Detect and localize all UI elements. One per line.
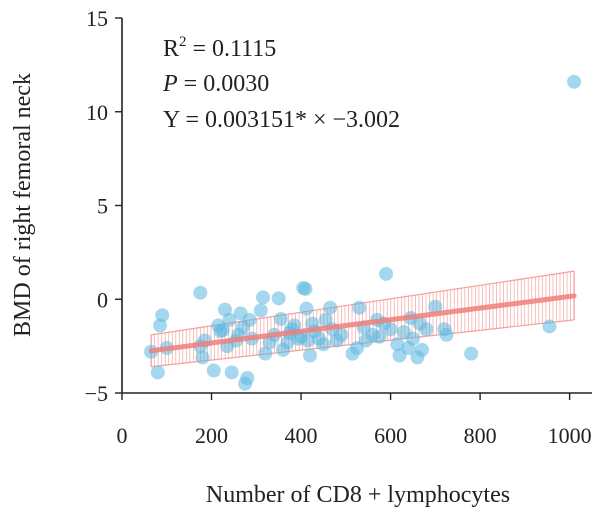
regression-equation: Y = 0.003151* × −3.002	[163, 107, 400, 133]
data-point	[352, 300, 367, 315]
x-tick-label: 800	[464, 423, 497, 448]
y-tick-label: 5	[97, 194, 108, 219]
data-point	[222, 312, 237, 327]
data-point	[240, 371, 255, 385]
data-point	[439, 327, 454, 342]
x-axis-title: Number of CD8 + lymphocytes	[206, 482, 510, 508]
p-value-label: P	[162, 71, 178, 97]
y-tick-label: 15	[86, 6, 108, 31]
data-point	[379, 266, 394, 281]
data-point	[271, 291, 286, 306]
data-point	[383, 322, 398, 337]
x-axis-ticks: 0 200 400 600 800 1000	[117, 393, 592, 448]
r-squared-text: R2 = 0.1115	[163, 34, 276, 62]
r-squared-value: = 0.1115	[187, 36, 277, 62]
data-point	[372, 329, 387, 344]
x-tick-label: 0	[117, 423, 128, 448]
data-point	[419, 322, 434, 337]
p-value-number: = 0.0030	[178, 71, 270, 97]
data-point	[258, 346, 273, 361]
x-tick-label: 1000	[548, 423, 592, 448]
confidence-band	[150, 270, 575, 368]
data-point	[256, 290, 270, 305]
r-squared-superscript: 2	[179, 34, 187, 50]
data-point	[303, 348, 317, 363]
x-tick-label: 400	[285, 423, 318, 448]
data-point	[567, 74, 582, 89]
data-point	[334, 327, 349, 342]
data-point	[253, 303, 268, 318]
data-point	[405, 331, 420, 346]
data-point	[155, 308, 170, 323]
data-point	[150, 365, 165, 380]
data-point	[316, 337, 331, 352]
x-tick-label: 600	[374, 423, 407, 448]
p-value-text: P = 0.0030	[162, 71, 269, 97]
data-point	[428, 299, 443, 314]
y-axis-ticks: −5 0 5 10 15	[85, 6, 122, 406]
data-point	[298, 281, 313, 296]
data-point	[299, 301, 314, 316]
data-point	[193, 285, 208, 300]
x-tick-label: 200	[195, 423, 228, 448]
data-point	[215, 323, 230, 338]
y-tick-label: 0	[97, 287, 108, 312]
data-point	[273, 311, 288, 326]
data-point	[414, 342, 429, 357]
r-squared-label: R	[163, 36, 179, 62]
y-tick-label: −5	[85, 381, 108, 406]
data-point	[542, 319, 557, 334]
data-point	[323, 300, 338, 315]
y-tick-label: 10	[86, 100, 108, 125]
data-point	[195, 350, 210, 365]
stats-annotation: R2 = 0.1115 P = 0.0030 Y = 0.003151* × −…	[162, 34, 400, 133]
regression-line	[148, 293, 577, 354]
data-point	[390, 337, 405, 352]
regression-fit-line	[148, 293, 577, 354]
data-point	[464, 346, 479, 361]
y-axis-title: BMD of right femoral neck	[10, 73, 36, 337]
data-point	[206, 363, 221, 378]
data-point	[224, 365, 239, 380]
data-point	[242, 312, 257, 327]
data-point	[287, 318, 302, 333]
